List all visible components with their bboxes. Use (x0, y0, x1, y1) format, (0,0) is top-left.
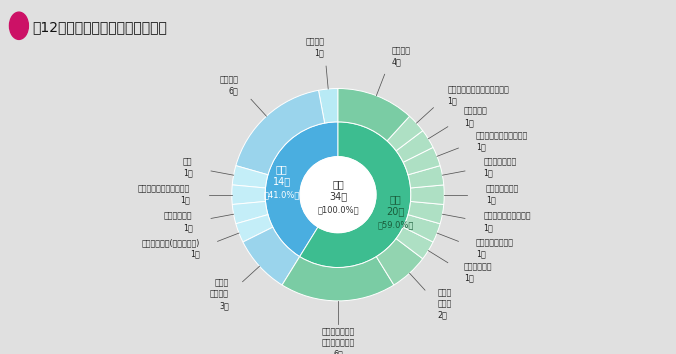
Wedge shape (410, 185, 444, 205)
Text: 再発
1件: 再発 1件 (183, 158, 193, 178)
Wedge shape (318, 88, 338, 123)
Text: 20件: 20件 (387, 206, 405, 216)
Text: 公務・失血死
1件: 公務・失血死 1件 (164, 212, 193, 232)
Wedge shape (387, 116, 422, 151)
Text: （100.0%）: （100.0%） (317, 205, 359, 215)
Text: 公務・窒息死(嘔吐物流入)
1件: 公務・窒息死(嘔吐物流入) 1件 (142, 238, 200, 258)
Text: 図12－２　判定事案の内容別内訳: 図12－２ 判定事案の内容別内訳 (32, 20, 168, 34)
Text: 公務・脳疾患
1件: 公務・脳疾患 1件 (464, 263, 492, 282)
Wedge shape (265, 122, 338, 257)
Text: 棄却: 棄却 (390, 194, 402, 204)
Wedge shape (233, 166, 268, 188)
Text: 14件: 14件 (272, 176, 291, 186)
Wedge shape (236, 215, 273, 242)
Wedge shape (396, 131, 433, 162)
Wedge shape (338, 88, 410, 141)
Wedge shape (408, 201, 443, 224)
Text: 34件: 34件 (329, 191, 347, 201)
Text: 公務・脱肛
1件: 公務・脱肛 1件 (464, 107, 487, 127)
Wedge shape (236, 90, 324, 175)
Wedge shape (403, 215, 440, 242)
Text: 公務・左急性硬膜下血腫
1件: 公務・左急性硬膜下血腫 1件 (476, 131, 528, 151)
Wedge shape (408, 166, 443, 188)
Text: 容認: 容認 (276, 164, 287, 174)
Text: 障害等級
4件: 障害等級 4件 (391, 47, 410, 67)
Wedge shape (396, 227, 433, 259)
Text: 公務・両側混合性難聴
1件: 公務・両側混合性難聴 1件 (483, 212, 531, 232)
Text: （41.0%）: （41.0%） (264, 190, 300, 199)
Text: 障害等級
6件: 障害等級 6件 (219, 75, 239, 96)
Wedge shape (243, 227, 299, 285)
Text: 公務・帯状疱疹等
1件: 公務・帯状疱疹等 1件 (476, 238, 514, 258)
Text: 公務・
心疾患
2件: 公務・ 心疾患 2件 (437, 289, 452, 320)
Text: 福祉事業
1件: 福祉事業 1件 (306, 38, 324, 57)
Text: 公務・腱板損傷
1件: 公務・腱板損傷 1件 (483, 158, 516, 178)
Wedge shape (232, 185, 266, 205)
Circle shape (300, 157, 376, 233)
Text: （59.0%）: （59.0%） (378, 221, 414, 229)
Text: 公務・精神疾患
（自殺を含む）
6件: 公務・精神疾患 （自殺を含む） 6件 (321, 327, 355, 354)
Wedge shape (233, 201, 268, 224)
Wedge shape (403, 147, 440, 175)
Wedge shape (377, 239, 422, 285)
Wedge shape (282, 257, 394, 301)
Text: 公務・
腰部負傷
3件: 公務・ 腰部負傷 3件 (210, 279, 228, 310)
Wedge shape (299, 122, 411, 268)
Text: 総数: 総数 (332, 179, 344, 189)
Ellipse shape (9, 12, 28, 39)
Text: 公務・左アキレス腱断裂
1件: 公務・左アキレス腱断裂 1件 (138, 185, 190, 205)
Text: 公務・肺結核症
1件: 公務・肺結核症 1件 (486, 185, 519, 205)
Text: 公務・右膝内側半月板損傷等
1件: 公務・右膝内側半月板損傷等 1件 (448, 85, 509, 105)
